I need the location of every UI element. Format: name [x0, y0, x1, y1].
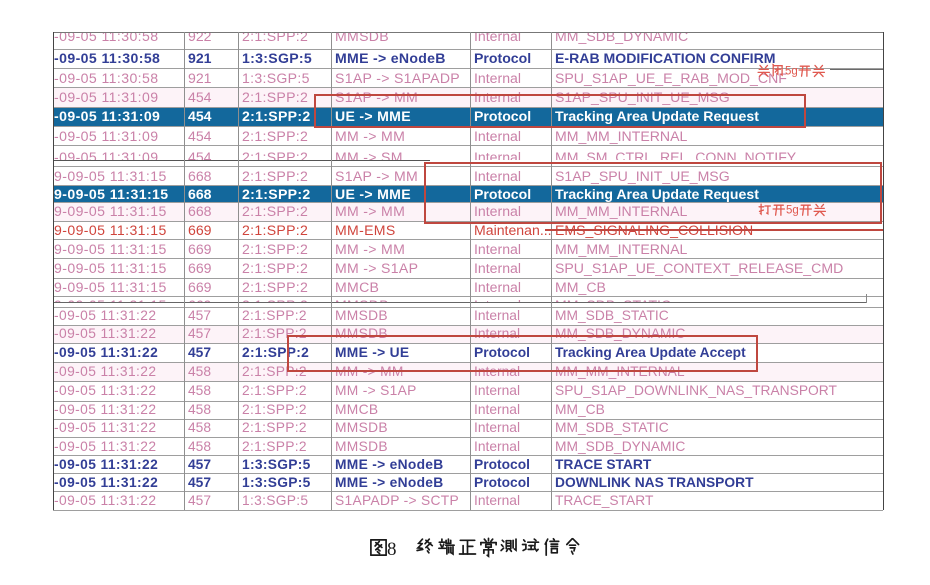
svg-text:5g: 5g [785, 65, 798, 77]
svg-text:5g: 5g [786, 204, 799, 216]
svg-text:8: 8 [387, 539, 397, 560]
